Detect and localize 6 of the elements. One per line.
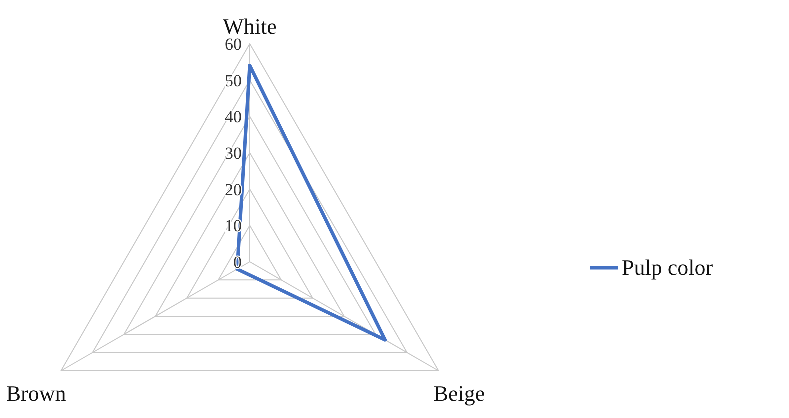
spoke-label: Brown: [6, 381, 66, 406]
y-tick-label: 30: [225, 144, 242, 163]
legend-label: Pulp color: [622, 255, 714, 280]
spoke-label: Beige: [434, 381, 486, 406]
y-tick-label: 50: [225, 71, 242, 90]
y-tick-label: 40: [225, 108, 242, 127]
